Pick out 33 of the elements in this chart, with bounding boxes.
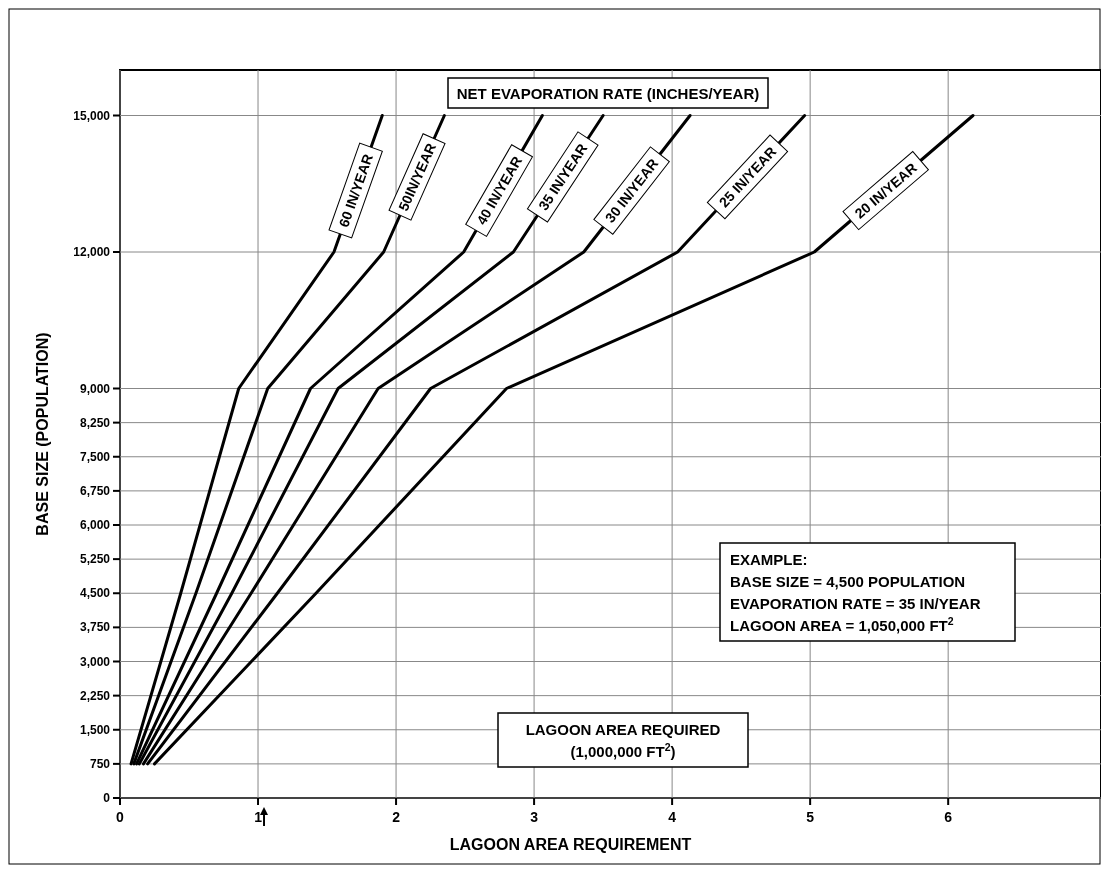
- y-tick-label: 1,500: [79, 722, 111, 737]
- y-tick-label: 15,000: [73, 108, 111, 123]
- y-tick-label: 6,000: [79, 518, 111, 532]
- x-axis-title: LAGOON AREA REQUIREMENT: [449, 836, 692, 853]
- y-tick-label: 3,000: [79, 654, 111, 669]
- y-tick-label: 4,500: [79, 586, 111, 601]
- y-tick-label: 750: [89, 756, 111, 771]
- annotation: EVAPORATION RATE = 35 IN/YEAR: [730, 595, 981, 613]
- y-tick-label: 12,000: [73, 245, 111, 259]
- y-tick-label: 3,750: [79, 620, 111, 635]
- x-tick-label: 0: [116, 809, 125, 825]
- annotation: NET EVAPORATION RATE (INCHES/YEAR): [456, 84, 760, 102]
- y-tick-label: 6,750: [79, 483, 111, 498]
- annotation: BASE SIZE = 4,500 POPULATION: [730, 573, 966, 591]
- y-axis-title: BASE SIZE (POPULATION): [34, 332, 51, 536]
- annotation: LAGOON AREA REQUIRED: [525, 721, 721, 739]
- y-tick-label: 7,500: [79, 449, 111, 464]
- y-tick-label: 9,000: [79, 381, 111, 396]
- x-tick-label: 1: [254, 809, 263, 825]
- annotation: LAGOON AREA = 1,050,000 FT$^{2}$: [730, 615, 954, 635]
- x-tick-label: 2: [392, 809, 401, 825]
- y-tick-label: 2,250: [79, 688, 111, 703]
- y-tick-label: 8,250: [79, 415, 111, 430]
- x-tick-label: 5: [806, 809, 815, 825]
- x-tick-label: 4: [668, 809, 677, 825]
- x-tick-label: 6: [944, 809, 953, 825]
- text-box: NET EVAPORATION RATE (INCHES/YEAR): [447, 77, 769, 109]
- annotation: EXAMPLE:: [730, 551, 808, 569]
- y-tick-label: 5,250: [79, 552, 111, 567]
- y-tick-label: 0: [103, 791, 111, 805]
- annotation: (1,000,000 FT$^{2}$): [570, 741, 676, 761]
- text-box: LAGOON AREA REQUIRED (1,000,000 FT$^{2}$): [497, 712, 749, 768]
- x-tick-label: 3: [530, 809, 539, 825]
